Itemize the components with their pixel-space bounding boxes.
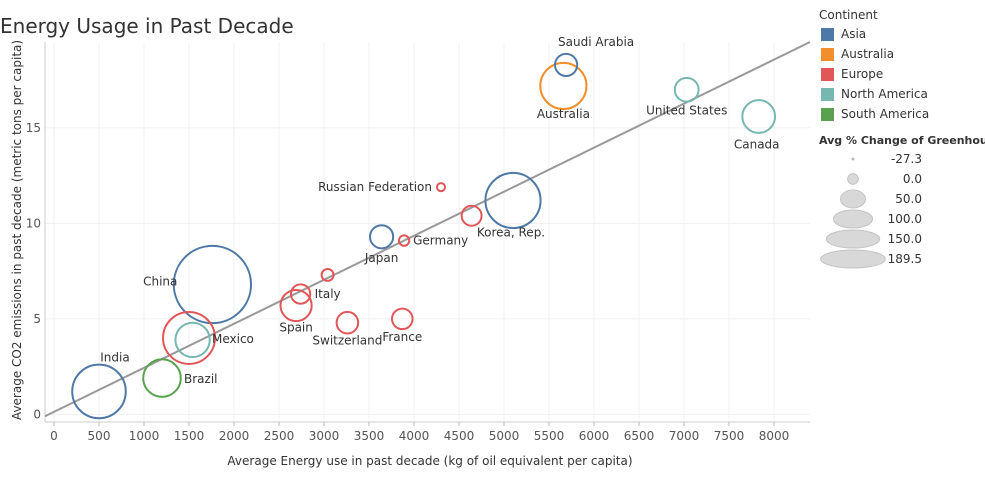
- y-tick-label: 5: [33, 312, 41, 326]
- data-point[interactable]: [369, 224, 395, 250]
- legend-label: Australia: [841, 47, 895, 61]
- point-label: France: [382, 330, 422, 344]
- legend-item[interactable]: Europe: [821, 66, 883, 82]
- x-tick-label: 5000: [489, 429, 520, 443]
- data-point[interactable]: [142, 358, 182, 398]
- y-axis-label: Average CO2 emissions in past decade (me…: [10, 40, 24, 420]
- legend-item[interactable]: Asia: [821, 26, 866, 42]
- x-tick-label: 500: [88, 429, 111, 443]
- data-point[interactable]: [162, 311, 216, 365]
- x-tick-label: 7500: [714, 429, 745, 443]
- point-label: Spain: [279, 321, 313, 335]
- point-label: Canada: [734, 137, 780, 151]
- data-point[interactable]: [741, 99, 777, 134]
- legend-label: Europe: [841, 67, 884, 81]
- size-legend-circle: [832, 209, 874, 229]
- point-label: India: [100, 350, 129, 364]
- point-label: Saudi Arabia: [558, 35, 634, 49]
- point-label: Mexico: [212, 332, 254, 346]
- page-title: Energy Usage in Past Decade: [0, 14, 294, 38]
- legend-swatch: [821, 67, 834, 81]
- size-legend-label: -27.3: [891, 152, 922, 166]
- data-point[interactable]: [289, 283, 312, 305]
- size-legend-label: 100.0: [888, 212, 922, 226]
- legend-title: Continent: [819, 8, 878, 22]
- x-tick-label: 4000: [399, 429, 430, 443]
- point-label: Italy: [315, 287, 341, 301]
- y-tick-label: 10: [26, 216, 41, 230]
- legend-swatch: [821, 87, 834, 101]
- data-point[interactable]: [397, 234, 411, 247]
- legend-label: South America: [841, 107, 930, 121]
- data-point[interactable]: [673, 76, 700, 103]
- size-legend-label: 50.0: [895, 192, 922, 206]
- legend-label: Asia: [841, 27, 867, 41]
- data-point[interactable]: [71, 363, 127, 420]
- x-tick-label: 8000: [759, 429, 790, 443]
- data-point[interactable]: [460, 204, 483, 227]
- axes: 0 500 1000 1500 2000 2500 3000 3500 4000 4500 5000…: [26, 42, 810, 443]
- x-tick-label: 2500: [264, 429, 295, 443]
- grid-lines: [45, 42, 810, 422]
- data-point[interactable]: [335, 310, 360, 335]
- legend-swatch: [821, 27, 834, 41]
- data-point[interactable]: [174, 321, 211, 359]
- size-legend-circle: [851, 157, 855, 161]
- x-tick-label: 6000: [579, 429, 610, 443]
- trend-line: [44, 41, 811, 418]
- x-tick-label: 1000: [129, 429, 160, 443]
- x-tick-label: 7000: [669, 429, 700, 443]
- x-axis-label: Average Energy use in past decade (kg of…: [227, 454, 632, 468]
- x-tick-label: 1500: [174, 429, 205, 443]
- point-label: Russian Federation: [318, 180, 432, 194]
- data-point[interactable]: [554, 52, 579, 78]
- size-legend-label: 189.5: [888, 252, 922, 266]
- size-legend-circle: [840, 189, 866, 209]
- point-label: China: [143, 275, 177, 289]
- y-tick-label: 0: [33, 407, 41, 421]
- size-legend[interactable]: -27.3 0.0 50.0 100.0 150.0 189.5: [815, 148, 985, 273]
- size-legend-label: 0.0: [903, 172, 922, 186]
- legend-item[interactable]: South America: [821, 106, 929, 122]
- data-point[interactable]: [320, 267, 335, 282]
- data-point[interactable]: [391, 307, 414, 331]
- trend-line-path: [44, 41, 811, 418]
- point-label: Japan: [364, 251, 398, 265]
- x-tick-label: 0: [50, 429, 58, 443]
- x-tick-label: 5500: [534, 429, 565, 443]
- data-point[interactable]: [539, 61, 588, 111]
- point-label: Australia: [537, 107, 590, 121]
- x-tick-label: 2000: [219, 429, 250, 443]
- size-legend-label: 150.0: [888, 232, 922, 246]
- point-label: United States: [646, 104, 727, 118]
- legend-item[interactable]: Australia: [821, 46, 894, 62]
- data-point[interactable]: [435, 182, 447, 193]
- size-legend-circle: [825, 229, 881, 249]
- point-label: Germany: [413, 234, 468, 248]
- size-legend-title: Avg % Change of Greenhous...: [819, 134, 985, 147]
- data-points: [71, 52, 777, 420]
- point-label: Korea, Rep.: [477, 225, 545, 239]
- data-point[interactable]: [484, 171, 542, 230]
- point-label: Brazil: [184, 372, 218, 386]
- x-tick-label: 4500: [444, 429, 475, 443]
- data-point[interactable]: [172, 244, 253, 325]
- point-labels: Saudi Arabia Australia United States Canada…: [100, 35, 779, 386]
- x-tick-label: 6500: [624, 429, 655, 443]
- legend-label: North America: [841, 87, 928, 101]
- y-tick-label: 15: [26, 121, 41, 135]
- x-tick-label: 3500: [354, 429, 385, 443]
- legend-swatch: [821, 47, 834, 61]
- size-legend-circle: [820, 249, 886, 269]
- point-label: Switzerland: [312, 334, 382, 348]
- x-tick-label: 3000: [309, 429, 340, 443]
- legend-item[interactable]: North America: [821, 86, 928, 102]
- size-legend-circle: [847, 173, 859, 185]
- legend-swatch: [821, 107, 834, 121]
- data-point[interactable]: [279, 288, 313, 323]
